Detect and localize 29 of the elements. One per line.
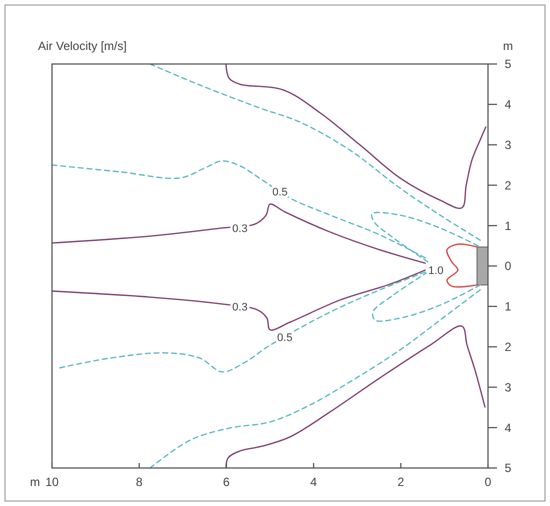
annotation: 0.5 bbox=[277, 332, 292, 344]
line-series bbox=[51, 269, 426, 331]
chart-title: Air Velocity [m/s] bbox=[38, 39, 127, 53]
y-axis-title: m bbox=[503, 39, 513, 53]
y-tick-label: 3 bbox=[504, 380, 512, 394]
y-tick-label: 2 bbox=[504, 178, 512, 192]
x-tick-label: 2 bbox=[397, 475, 404, 489]
line-series bbox=[225, 326, 486, 469]
line-series bbox=[149, 63, 481, 241]
y-tick-label: 2 bbox=[504, 340, 512, 354]
x-tick-label: 6 bbox=[223, 475, 230, 489]
y-tick-label: 4 bbox=[504, 420, 512, 435]
x-tick-label: 4 bbox=[310, 475, 318, 489]
y-tick-label: 0 bbox=[504, 259, 512, 274]
x-tick-label: 0 bbox=[484, 475, 492, 489]
x-tick-label: 10 bbox=[45, 475, 59, 489]
line-series bbox=[225, 63, 486, 209]
x-tick-label: 8 bbox=[136, 475, 143, 489]
y-tick-label: 3 bbox=[504, 138, 512, 152]
y-tick-label: 4 bbox=[504, 98, 512, 112]
annotation: 0.5 bbox=[272, 186, 288, 199]
y-tick-label: 5 bbox=[504, 461, 512, 476]
y-tick-label: 5 bbox=[504, 57, 512, 72]
x-axis-title: m bbox=[30, 475, 40, 489]
y-tick-label: 1 bbox=[504, 300, 512, 314]
y-tick-label: 1 bbox=[504, 218, 512, 233]
annotation: 1.0 bbox=[428, 264, 444, 277]
line-series bbox=[51, 204, 426, 264]
line-series bbox=[149, 289, 481, 469]
